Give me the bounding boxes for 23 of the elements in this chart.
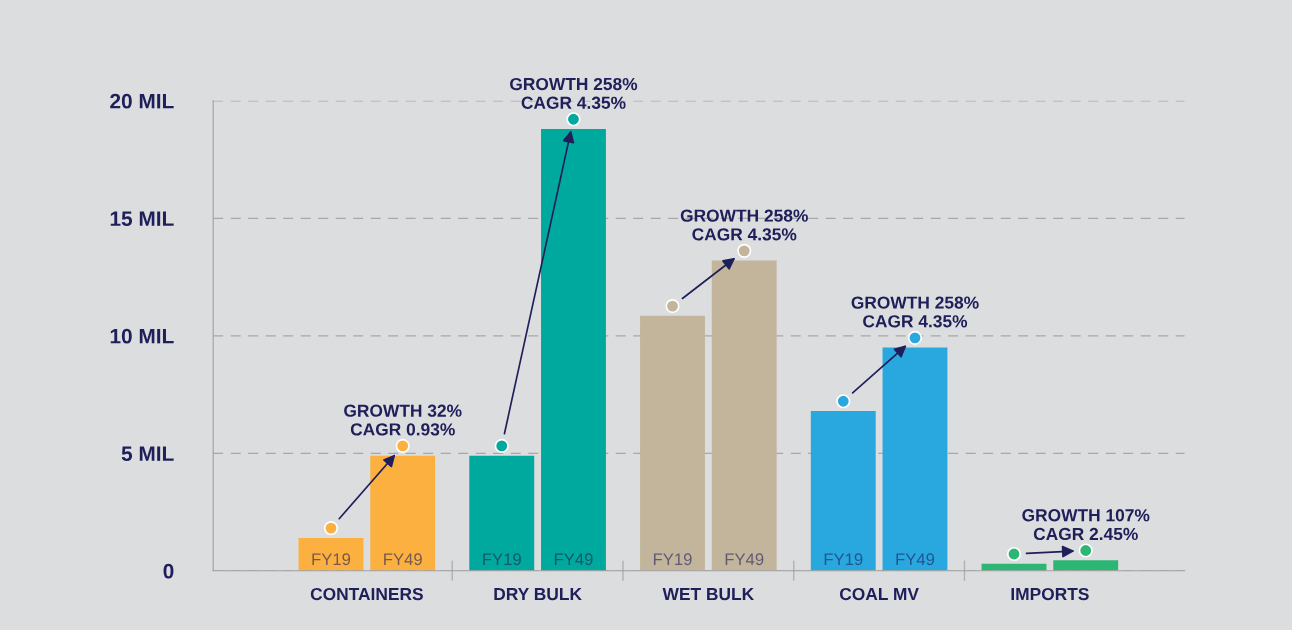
y-tick-label: 10 MIL [110,328,174,344]
x-tick-label: DRY BULK [494,588,582,601]
text: FY49 [896,553,935,566]
x-tick-label: IMPORTS [1011,587,1089,601]
y-tick-label: 15 MIL [110,211,174,227]
text: FY49 [554,553,593,566]
series-label: FY49 [384,553,422,566]
annotation: GROWTH 107% CAGR 2.45% [1022,509,1150,541]
annotation: GROWTH 258% CAGR 4.35% [680,209,808,241]
y-tick-label: 0 [163,563,174,579]
annotation: GROWTH 258% CAGR 4.35% [510,77,638,109]
text: FY19 [653,553,692,566]
y-tick-label: 20 MIL [110,93,174,109]
x-tick-label: CONTAINERS [310,587,423,601]
x-tick-label: WET BULK [662,588,755,601]
text: FY19 [483,553,521,566]
series-label: FY19 [312,553,351,566]
x-tick-label: COAL MV [839,587,919,601]
annotation: GROWTH 32% CAGR 0.93% [344,404,462,436]
y-tick-label: 5 MIL [121,446,174,462]
text: FY49 [725,553,764,566]
annotation: GROWTH 258% CAGR 4.35% [851,296,979,328]
text: FY19 [824,553,863,566]
